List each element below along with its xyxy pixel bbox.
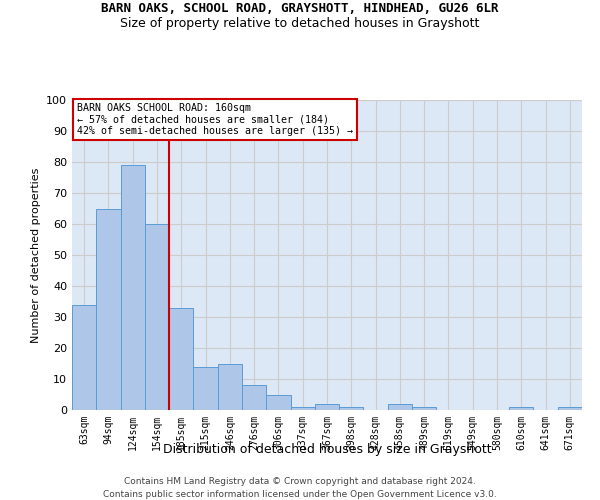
Text: Size of property relative to detached houses in Grayshott: Size of property relative to detached ho… — [121, 18, 479, 30]
Bar — [193, 366, 218, 410]
Text: Contains public sector information licensed under the Open Government Licence v3: Contains public sector information licen… — [103, 490, 497, 499]
Bar — [96, 208, 121, 410]
Text: Distribution of detached houses by size in Grayshott: Distribution of detached houses by size … — [163, 442, 491, 456]
Bar — [558, 407, 582, 410]
Bar — [315, 404, 339, 410]
Text: Contains HM Land Registry data © Crown copyright and database right 2024.: Contains HM Land Registry data © Crown c… — [124, 478, 476, 486]
Bar — [72, 304, 96, 410]
Bar — [388, 404, 412, 410]
Y-axis label: Number of detached properties: Number of detached properties — [31, 168, 41, 342]
Bar — [169, 308, 193, 410]
Bar — [290, 407, 315, 410]
Bar — [509, 407, 533, 410]
Text: BARN OAKS SCHOOL ROAD: 160sqm
← 57% of detached houses are smaller (184)
42% of : BARN OAKS SCHOOL ROAD: 160sqm ← 57% of d… — [77, 103, 353, 136]
Bar — [145, 224, 169, 410]
Bar — [121, 165, 145, 410]
Bar — [218, 364, 242, 410]
Bar — [339, 407, 364, 410]
Text: BARN OAKS, SCHOOL ROAD, GRAYSHOTT, HINDHEAD, GU26 6LR: BARN OAKS, SCHOOL ROAD, GRAYSHOTT, HINDH… — [101, 2, 499, 16]
Bar — [266, 394, 290, 410]
Bar — [412, 407, 436, 410]
Bar — [242, 385, 266, 410]
